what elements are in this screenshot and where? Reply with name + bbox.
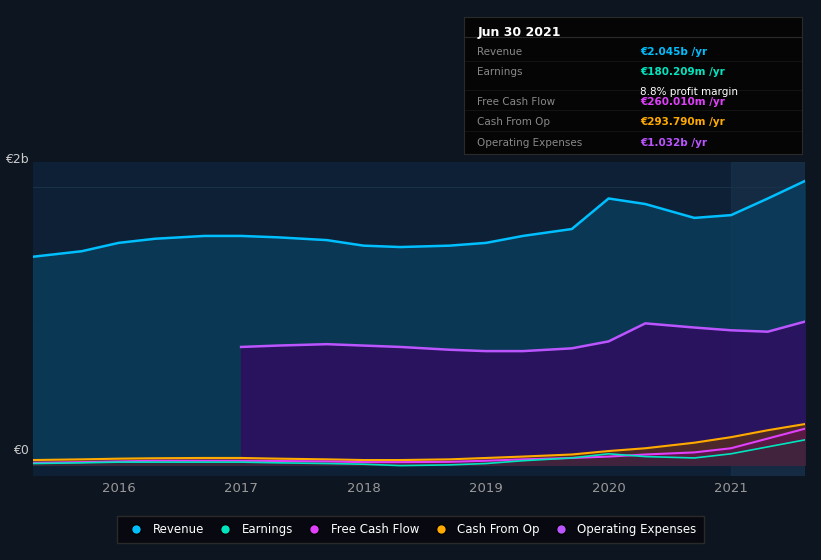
Text: Revenue: Revenue [477,48,522,58]
Text: €1.032b /yr: €1.032b /yr [640,138,707,148]
Text: Earnings: Earnings [477,67,523,77]
Text: Cash From Op: Cash From Op [477,118,550,128]
Text: €2.045b /yr: €2.045b /yr [640,48,707,58]
Text: €293.790m /yr: €293.790m /yr [640,118,724,128]
Text: €180.209m /yr: €180.209m /yr [640,67,724,77]
Text: Free Cash Flow: Free Cash Flow [477,97,556,107]
Text: 8.8% profit margin: 8.8% profit margin [640,87,738,97]
Bar [731,162,805,476]
Legend: Revenue, Earnings, Free Cash Flow, Cash From Op, Operating Expenses: Revenue, Earnings, Free Cash Flow, Cash … [117,516,704,543]
Text: €2b: €2b [5,153,29,166]
Text: Jun 30 2021: Jun 30 2021 [477,26,561,39]
Text: €0: €0 [13,444,29,458]
Text: €260.010m /yr: €260.010m /yr [640,97,725,107]
Text: Operating Expenses: Operating Expenses [477,138,583,148]
